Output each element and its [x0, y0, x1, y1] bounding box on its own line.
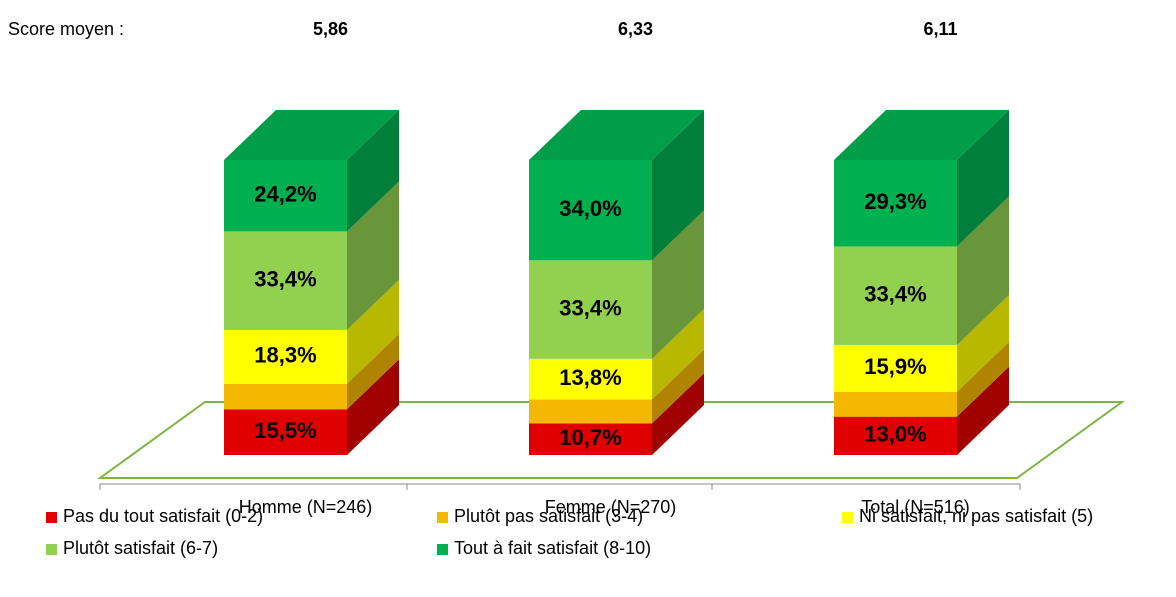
- data-label: 33,4%: [254, 266, 316, 291]
- legend-swatch: [46, 544, 57, 555]
- data-label: 34,0%: [559, 196, 621, 221]
- data-label: 15,5%: [254, 418, 316, 443]
- legend-label: Pas du tout satisfait (0-2): [63, 506, 263, 526]
- bar-side: [347, 279, 399, 384]
- data-label: 29,3%: [864, 189, 926, 214]
- bar-side: [957, 110, 1009, 247]
- score-value: 5,86: [313, 19, 348, 39]
- floor: [96, 401, 1126, 479]
- legend-swatch: [437, 512, 448, 523]
- data-label: 33,4%: [559, 295, 621, 320]
- bar-side: [652, 210, 704, 359]
- legend-label: Tout à fait satisfait (8-10): [454, 538, 651, 558]
- bar-side: [347, 110, 399, 232]
- data-label: 15,9%: [864, 354, 926, 379]
- bar-segment: [224, 409, 347, 455]
- data-label: 13,0%: [864, 422, 926, 447]
- bar-segment: [224, 329, 347, 384]
- bar-segment: [834, 391, 957, 417]
- bar-segment: [529, 358, 652, 400]
- bar-side: [652, 110, 704, 261]
- bar-segment: [529, 423, 652, 455]
- legend-swatch: [842, 512, 853, 523]
- score-value: 6,11: [923, 19, 957, 39]
- bar-segment: [834, 344, 957, 392]
- legend-swatch: [437, 544, 448, 555]
- legend-swatch: [46, 512, 57, 523]
- x-tick-label: Homme (N=246): [239, 497, 373, 517]
- bar-top: [834, 110, 1009, 160]
- bar-side: [957, 196, 1009, 345]
- score-title: Score moyen :: [8, 19, 124, 39]
- bar-side: [652, 349, 704, 424]
- data-label: 18,3%: [254, 343, 316, 368]
- x-tick-label: Femme (N=270): [545, 497, 677, 517]
- bar-side: [957, 341, 1009, 417]
- x-tick-label: Total (N=516): [861, 497, 970, 517]
- legend-label: Plutôt satisfait (6-7): [63, 538, 218, 558]
- bar-side: [347, 359, 399, 455]
- bar-segment: [529, 399, 652, 424]
- bar-segment: [834, 160, 957, 247]
- bar-side: [347, 181, 399, 330]
- bar-side: [652, 373, 704, 455]
- bar-side: [652, 308, 704, 400]
- data-label: 10,7%: [559, 425, 621, 450]
- bar-segment: [834, 246, 957, 345]
- data-label: 33,4%: [864, 282, 926, 307]
- legend-label: Plutôt pas satisfait (3-4): [454, 506, 643, 526]
- bar-segment: [529, 260, 652, 359]
- legend-label: Ni satisfait, ni pas satisfait (5): [859, 506, 1093, 526]
- bar-segment: [834, 416, 957, 455]
- bar-side: [347, 333, 399, 410]
- bar-segment: [224, 160, 347, 232]
- bar-top: [529, 110, 704, 160]
- score-value: 6,33: [618, 19, 653, 39]
- bar-segment: [529, 160, 652, 261]
- bar-top: [224, 110, 399, 160]
- data-label: 24,2%: [254, 182, 316, 207]
- bar-segment: [224, 383, 347, 410]
- data-label: 13,8%: [559, 365, 621, 390]
- bar-side: [957, 294, 1009, 392]
- bar-side: [957, 366, 1009, 455]
- bar-segment: [224, 231, 347, 330]
